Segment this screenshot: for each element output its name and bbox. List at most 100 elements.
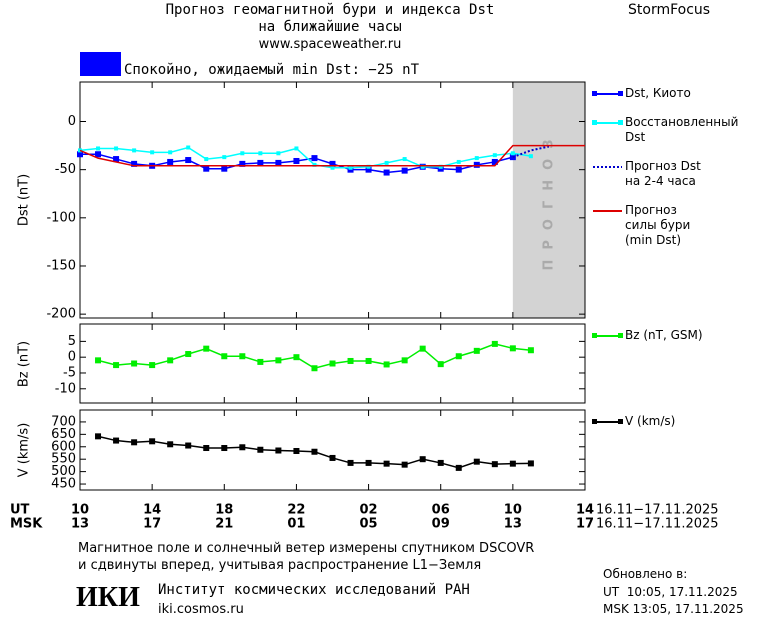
marker: [275, 447, 282, 454]
marker: [167, 158, 174, 165]
marker: [113, 156, 120, 163]
marker: [275, 159, 282, 166]
marker: [222, 155, 227, 160]
marker: [473, 458, 480, 465]
y-tick-label: 550: [51, 452, 76, 467]
x-tick-label: 13: [504, 517, 522, 532]
marker: [438, 164, 443, 169]
marker: [240, 151, 245, 156]
marker: [365, 459, 372, 466]
marker: [203, 445, 210, 452]
marker: [365, 166, 372, 173]
marker: [239, 444, 246, 451]
legend-marker: [618, 333, 623, 338]
y-tick-label: 0: [68, 114, 76, 129]
marker: [437, 361, 444, 368]
legend-label: V (km/s): [625, 414, 676, 428]
updated-msk: MSK 13:05, 17.11.2025: [603, 602, 744, 616]
y-tick-label: -10: [55, 381, 76, 396]
x-tick-label: 02: [360, 503, 378, 518]
plot-frame: [79, 81, 586, 319]
marker: [132, 148, 137, 153]
marker: [455, 166, 462, 173]
x-tick-label: 18: [215, 503, 233, 518]
legend-marker: [618, 419, 623, 424]
y-tick-label: 650: [51, 427, 76, 442]
legend-marker: [618, 91, 623, 96]
y-tick-label: 0: [68, 350, 76, 365]
marker: [491, 158, 498, 165]
marker: [383, 169, 390, 176]
marker: [402, 157, 407, 162]
marker: [437, 459, 444, 466]
marker: [221, 353, 228, 360]
marker: [473, 161, 480, 168]
marker: [509, 460, 516, 467]
x-tick-label: 14: [576, 503, 594, 518]
marker: [419, 456, 426, 463]
forecast-label: ПРОГНОЗ: [541, 130, 556, 271]
status-swatch: [80, 52, 121, 76]
x-axis-title: UT: [10, 503, 30, 518]
marker: [168, 150, 173, 155]
x-tick-label: 01: [287, 517, 305, 532]
series-line: [79, 146, 532, 169]
marker: [150, 150, 155, 155]
marker: [347, 357, 354, 364]
marker: [491, 461, 498, 468]
y-tick-label: -100: [46, 210, 76, 225]
x-tick-label: 10: [71, 503, 89, 518]
marker: [131, 360, 138, 367]
site: iki.cosmos.ru: [158, 602, 244, 617]
x-tick-label: 13: [71, 517, 89, 532]
legend-label: Восстановленный Dst: [625, 115, 739, 144]
marker: [113, 362, 120, 369]
y-axis-title: Bz (nT): [17, 341, 32, 387]
y-tick-label: 450: [51, 477, 76, 492]
marker: [311, 448, 318, 455]
y-tick-label: 700: [51, 414, 76, 429]
marker: [401, 461, 408, 468]
x-range: 16.11−17.11.2025: [596, 503, 719, 518]
marker: [455, 353, 462, 360]
marker: [203, 345, 210, 352]
x-tick-label: 17: [576, 517, 594, 532]
brand: StormFocus: [628, 2, 711, 18]
marker: [527, 347, 534, 354]
legend-label: Прогноз силы бури (min Dst): [625, 203, 691, 247]
marker: [221, 445, 228, 452]
marker: [293, 447, 300, 454]
marker: [167, 441, 174, 448]
x-tick-label: 17: [143, 517, 161, 532]
marker: [473, 347, 480, 354]
x-axis-title: MSK: [10, 517, 43, 532]
plot-frame: [79, 409, 586, 491]
marker: [329, 454, 336, 461]
marker: [185, 157, 192, 164]
marker: [257, 358, 264, 365]
marker: [186, 145, 191, 150]
marker: [257, 446, 264, 453]
marker: [149, 438, 156, 445]
marker: [509, 345, 516, 352]
marker: [113, 437, 120, 444]
marker: [239, 353, 246, 360]
updated-ut: UT 10:05, 17.11.2025: [603, 585, 738, 599]
institute: Институт космических исследований РАН: [158, 582, 470, 598]
marker: [383, 361, 390, 368]
marker: [131, 160, 138, 167]
updated-label: Обновлено в:: [603, 567, 688, 581]
marker: [401, 357, 408, 364]
marker: [527, 460, 534, 467]
marker: [528, 154, 533, 159]
marker: [330, 165, 335, 170]
legend-marker: [592, 91, 597, 96]
marker: [365, 357, 372, 364]
legend-marker: [592, 419, 597, 424]
y-tick-label: 600: [51, 439, 76, 454]
marker: [95, 357, 102, 364]
series-line: [79, 144, 585, 167]
legend-label: Bz (nT, GSM): [625, 328, 703, 342]
legend-label: Прогноз Dst на 2-4 часа: [625, 159, 701, 188]
